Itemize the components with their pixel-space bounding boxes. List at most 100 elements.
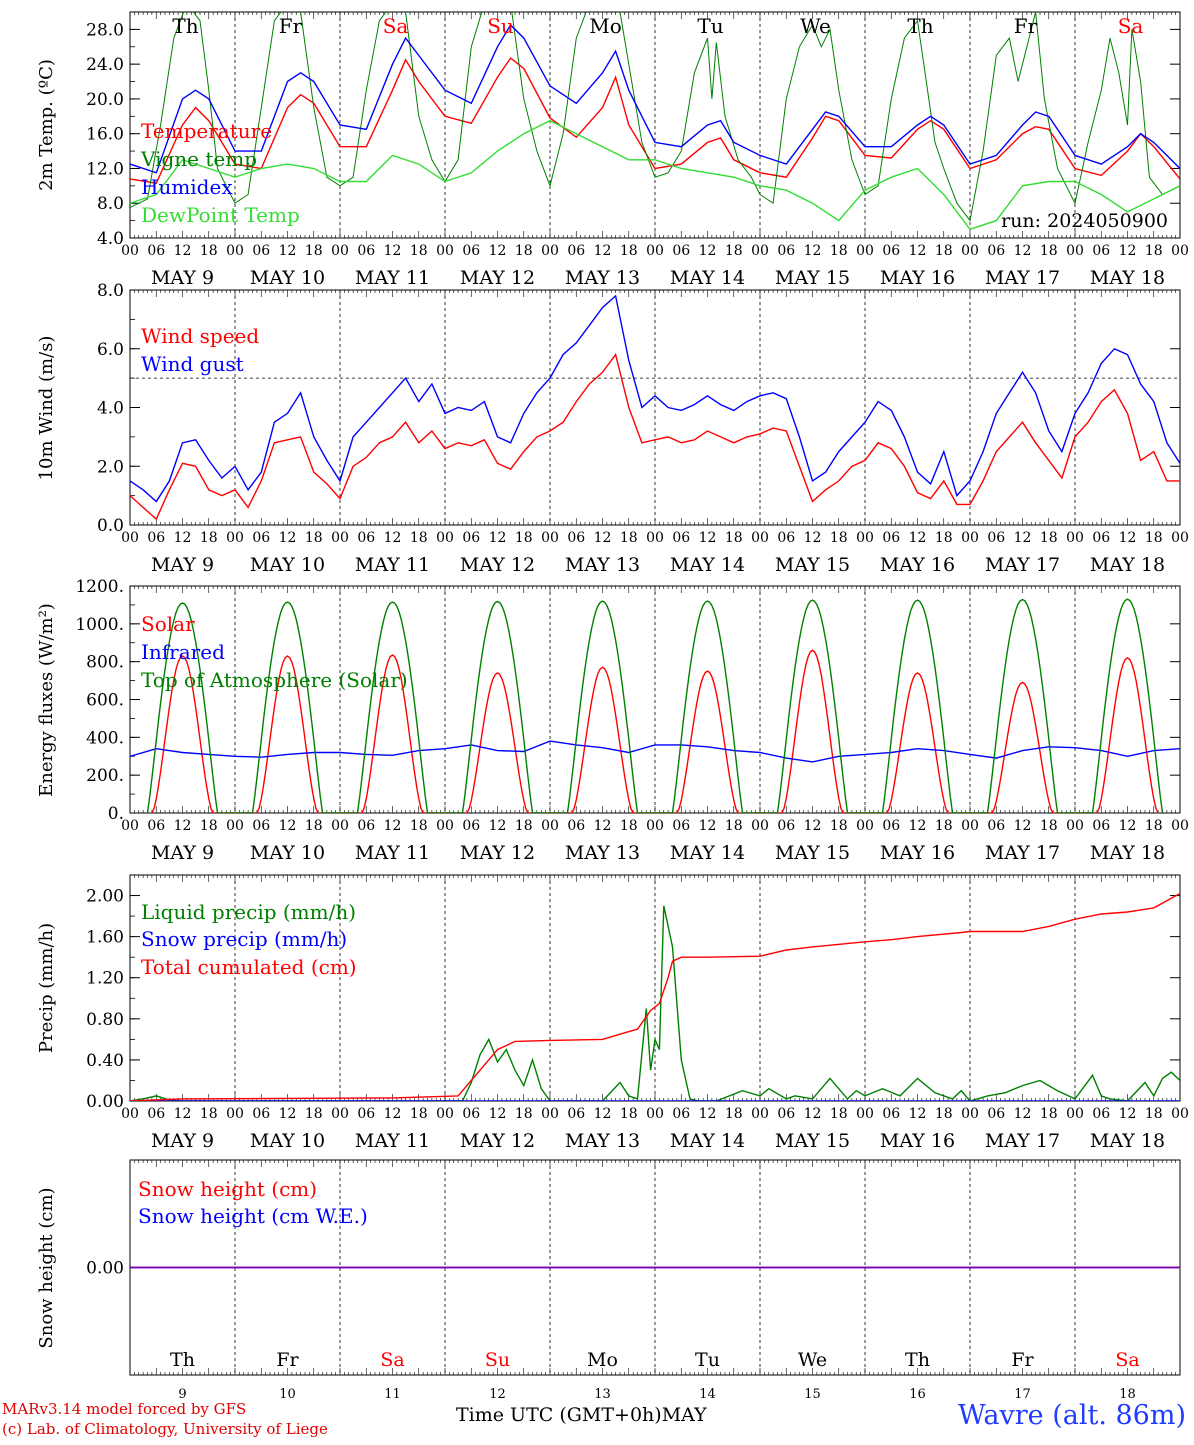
legend-entry: Total cumulated (cm)	[141, 955, 357, 979]
y-tick-label: 2.00	[86, 887, 124, 907]
hour-label: 00	[1171, 818, 1189, 834]
hour-label: 00	[331, 1106, 349, 1122]
weekday-label-bottom: Fr	[1011, 1349, 1034, 1371]
hour-label: 00	[331, 818, 349, 834]
date-label: MAY 10	[250, 267, 325, 289]
y-tick-label: 16.0	[86, 125, 124, 145]
hour-label: 18	[1040, 243, 1058, 259]
weekday-label: Tu	[697, 14, 723, 38]
date-label: MAY 9	[151, 842, 214, 864]
weekday-label-bottom: Mo	[587, 1349, 618, 1371]
date-label: MAY 9	[151, 554, 214, 576]
date-label: MAY 15	[775, 554, 850, 576]
hour-label: 06	[1092, 1106, 1110, 1122]
date-label: MAY 11	[355, 1130, 430, 1152]
series-line-solar	[151, 649, 1159, 813]
weekday-label-bottom: Tu	[695, 1349, 720, 1371]
legend-entry: Vigne temp	[140, 147, 257, 171]
hour-label: 00	[1066, 530, 1084, 546]
hour-label: 12	[489, 243, 507, 259]
y-tick-label: 200.	[86, 766, 124, 786]
hour-label: 00	[331, 243, 349, 259]
weekday-label: Fr	[1014, 14, 1038, 38]
day-number: 18	[1119, 1387, 1136, 1402]
hour-label: 18	[305, 1106, 323, 1122]
y-tick-label: 0.40	[86, 1051, 124, 1071]
hour-label: 18	[305, 818, 323, 834]
hour-label: 06	[567, 243, 585, 259]
hour-label: 18	[620, 243, 638, 259]
hour-label: 00	[541, 1106, 559, 1122]
date-label: MAY 14	[670, 842, 745, 864]
hour-label: 12	[279, 818, 297, 834]
day-number: 17	[1014, 1387, 1031, 1402]
series-line-wind-gust	[130, 294, 1180, 503]
y-tick-label: 1200.	[75, 577, 124, 597]
y-tick-label: 0.80	[86, 1010, 124, 1030]
date-label: MAY 18	[1090, 842, 1165, 864]
hour-label: 12	[909, 1106, 927, 1122]
hour-label: 06	[147, 818, 165, 834]
hour-label: 06	[357, 530, 375, 546]
run-label: run: 2024050900	[1001, 210, 1168, 232]
hour-label: 00	[1171, 1106, 1189, 1122]
hour-label: 00	[226, 530, 244, 546]
legend-entry: DewPoint Temp	[141, 203, 300, 227]
hour-label: 06	[147, 1106, 165, 1122]
hour-label: 06	[882, 1106, 900, 1122]
hour-label: 12	[1119, 818, 1137, 834]
hour-label: 06	[567, 818, 585, 834]
hour-label: 00	[961, 1106, 979, 1122]
date-label: MAY 14	[670, 554, 745, 576]
hour-label: 00	[121, 1106, 139, 1122]
hour-label: 18	[410, 530, 428, 546]
hour-label: 06	[777, 243, 795, 259]
y-tick-label: 6.0	[97, 340, 124, 360]
hour-label: 12	[489, 530, 507, 546]
hour-label: 12	[594, 530, 612, 546]
hour-label: 00	[1066, 1106, 1084, 1122]
hour-label: 00	[961, 818, 979, 834]
hour-label: 06	[147, 243, 165, 259]
y-tick-label: 12.0	[86, 159, 124, 179]
day-number: 10	[279, 1387, 296, 1402]
hour-label: 12	[699, 818, 717, 834]
hour-label: 12	[384, 818, 402, 834]
hour-label: 18	[410, 818, 428, 834]
hour-label: 12	[1119, 530, 1137, 546]
date-label: MAY 13	[565, 554, 640, 576]
hour-label: 12	[1014, 1106, 1032, 1122]
station-label: Wavre (alt. 86m)	[958, 1400, 1186, 1431]
date-label: MAY 15	[775, 842, 850, 864]
hour-label: 00	[226, 243, 244, 259]
date-label: MAY 12	[460, 554, 535, 576]
hour-label: 18	[725, 1106, 743, 1122]
y-tick-label: 1.20	[86, 969, 124, 989]
hour-label: 18	[830, 530, 848, 546]
hour-label: 00	[1066, 818, 1084, 834]
weekday-label: Fr	[279, 14, 303, 38]
hour-label: 00	[436, 818, 454, 834]
date-label: MAY 18	[1090, 554, 1165, 576]
hour-label: 06	[882, 243, 900, 259]
date-label: MAY 11	[355, 842, 430, 864]
date-label: MAY 15	[775, 1130, 850, 1152]
weekday-label: Su	[487, 14, 514, 38]
hour-label: 18	[515, 818, 533, 834]
date-label: MAY 9	[151, 1130, 214, 1152]
hour-label: 12	[279, 530, 297, 546]
hour-label: 12	[594, 243, 612, 259]
panel-wind	[129, 289, 1181, 526]
hour-label: 12	[909, 530, 927, 546]
hour-label: 06	[147, 530, 165, 546]
hour-label: 00	[856, 818, 874, 834]
hour-label: 06	[357, 1106, 375, 1122]
hour-label: 00	[961, 530, 979, 546]
legend-entry: Infrared	[141, 640, 225, 664]
date-label: MAY 18	[1090, 1130, 1165, 1152]
legend-entry: Wind gust	[141, 352, 244, 376]
series-line-top-of-atmosphere-solar-	[146, 598, 1164, 813]
hour-label: 06	[462, 243, 480, 259]
month-label: MAY	[661, 1404, 707, 1426]
